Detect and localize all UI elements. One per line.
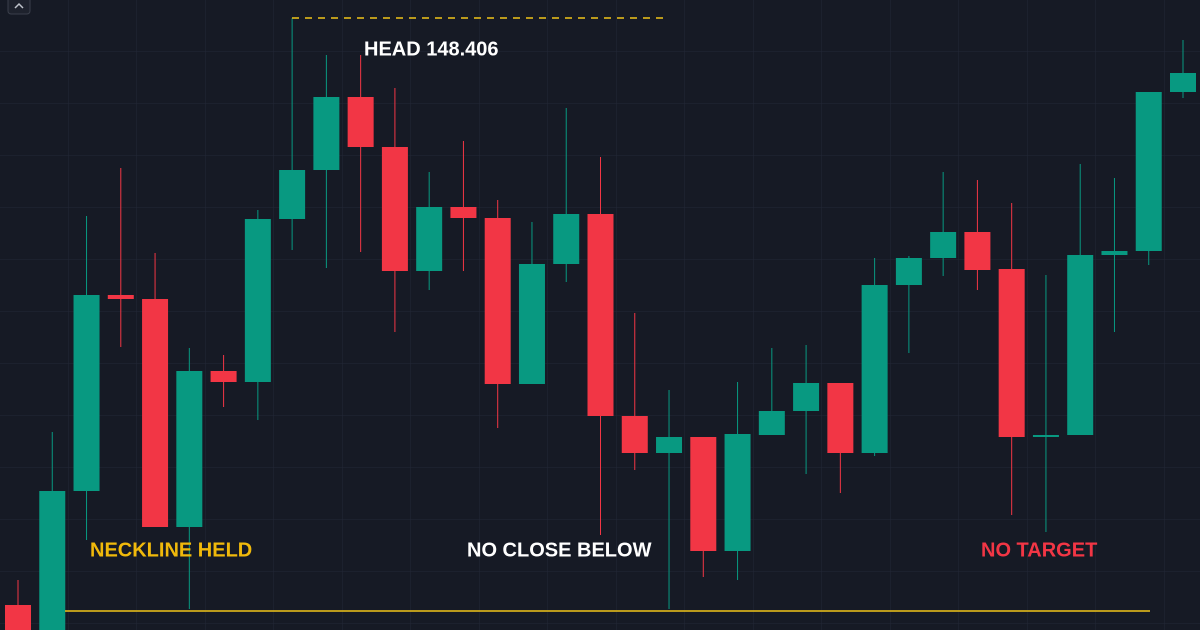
candle-body [176,371,203,527]
candle-body [1067,255,1094,435]
candle-body [758,411,785,435]
candle-body [142,299,169,527]
candle-body [587,214,614,416]
annotation: HEAD 148.406 [364,38,499,60]
candle-body [1101,251,1128,255]
candle-body [964,232,991,270]
candle-body [827,383,854,453]
candle-body [621,416,648,453]
candle-body [313,97,340,170]
candle-body [861,285,888,453]
candle-body [553,214,580,264]
candle-body [1032,435,1059,437]
candle-body [484,218,511,384]
candle-body [793,383,820,411]
candle-body [279,170,306,219]
candle-body [107,295,134,299]
candle-body [690,437,717,551]
candle-body [39,491,66,630]
candle-body [381,147,408,271]
annotation: NO TARGET [981,539,1097,561]
candle-body [347,97,374,147]
candle-body [416,207,443,271]
candle-body [1135,92,1162,251]
candle-body [1170,73,1196,92]
candle-body [244,219,271,382]
candle-body [656,437,683,453]
candle-body [450,207,477,218]
candle-body [998,269,1025,437]
candle-body [895,258,922,285]
annotation: NO CLOSE BELOW [467,539,652,561]
candle-body [73,295,100,491]
candle-body [930,232,957,258]
annotation: NECKLINE HELD [90,539,252,561]
candle-body [724,434,751,551]
collapse-button[interactable] [7,0,31,15]
candle-body [518,264,545,384]
candle-body [5,605,31,630]
candle-body [210,371,237,382]
